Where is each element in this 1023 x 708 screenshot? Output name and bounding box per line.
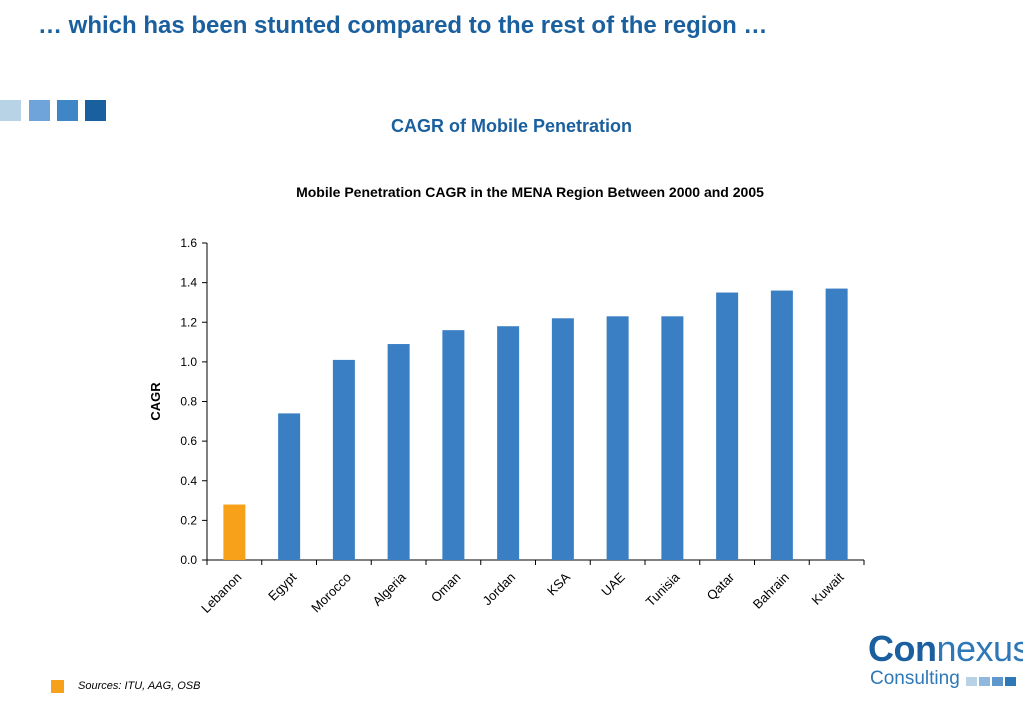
bar-uae: [606, 316, 629, 560]
sources-note: Sources: ITU, AAG, OSB: [78, 680, 201, 692]
decor-square: [0, 100, 21, 121]
logo-square: [979, 677, 990, 686]
bar-lebanon: [223, 504, 246, 560]
y-tick-label: 1.0: [180, 355, 197, 369]
x-tick-label: Algeria: [370, 569, 410, 609]
x-tick-label: Lebanon: [198, 570, 244, 616]
y-tick-label: 0.8: [180, 395, 197, 409]
y-tick-label: 0.4: [180, 474, 197, 488]
bar-tunisia: [661, 316, 684, 560]
y-tick-label: 0.2: [180, 513, 197, 527]
y-tick-label: 0.0: [180, 553, 197, 567]
bar-egypt: [278, 413, 301, 560]
y-axis-label: CAGR: [148, 382, 163, 421]
section-title: CAGR of Mobile Penetration: [390, 116, 632, 136]
x-tick-label: Bahrain: [750, 570, 792, 612]
bar-jordan: [497, 326, 520, 560]
slide-headline: … which has been stunted compared to the…: [38, 12, 768, 39]
logo-square: [992, 677, 1003, 686]
bar-oman: [442, 330, 465, 560]
logo-word-strong: Con: [868, 628, 937, 669]
x-tick-label: UAE: [598, 569, 628, 599]
decor-square: [29, 100, 50, 121]
x-tick-label: Egypt: [265, 569, 299, 603]
decor-square: [85, 100, 106, 121]
y-tick-label: 1.4: [180, 276, 197, 290]
logo-square: [1005, 677, 1016, 686]
connexus-logo: Connexus Consulting: [868, 630, 1023, 692]
y-tick-label: 1.2: [180, 315, 197, 329]
y-tick-label: 1.6: [180, 236, 197, 250]
chart-title: Mobile Penetration CAGR in the MENA Regi…: [296, 184, 764, 200]
bar-kuwait: [825, 288, 848, 560]
x-tick-label: Qatar: [704, 569, 738, 603]
x-tick-label: KSA: [544, 569, 573, 598]
decor-square: [57, 100, 78, 121]
legend-swatch: [51, 680, 64, 693]
x-tick-label: Oman: [428, 570, 464, 606]
bar-bahrain: [770, 290, 793, 560]
x-tick-label: Kuwait: [809, 569, 847, 607]
bar-ksa: [551, 318, 574, 560]
x-tick-label: Tunisia: [643, 569, 683, 609]
logo-word-light: nexus: [936, 628, 1023, 669]
bar-morocco: [332, 359, 355, 560]
x-tick-label: Morocco: [308, 570, 354, 616]
x-tick-label: Jordan: [480, 570, 519, 609]
logo-subtitle: Consulting: [870, 668, 960, 689]
logo-wordmark: Connexus: [868, 630, 1023, 668]
bar-algeria: [387, 344, 410, 560]
logo-square: [966, 677, 977, 686]
bar-qatar: [716, 292, 739, 560]
y-tick-label: 0.6: [180, 434, 197, 448]
